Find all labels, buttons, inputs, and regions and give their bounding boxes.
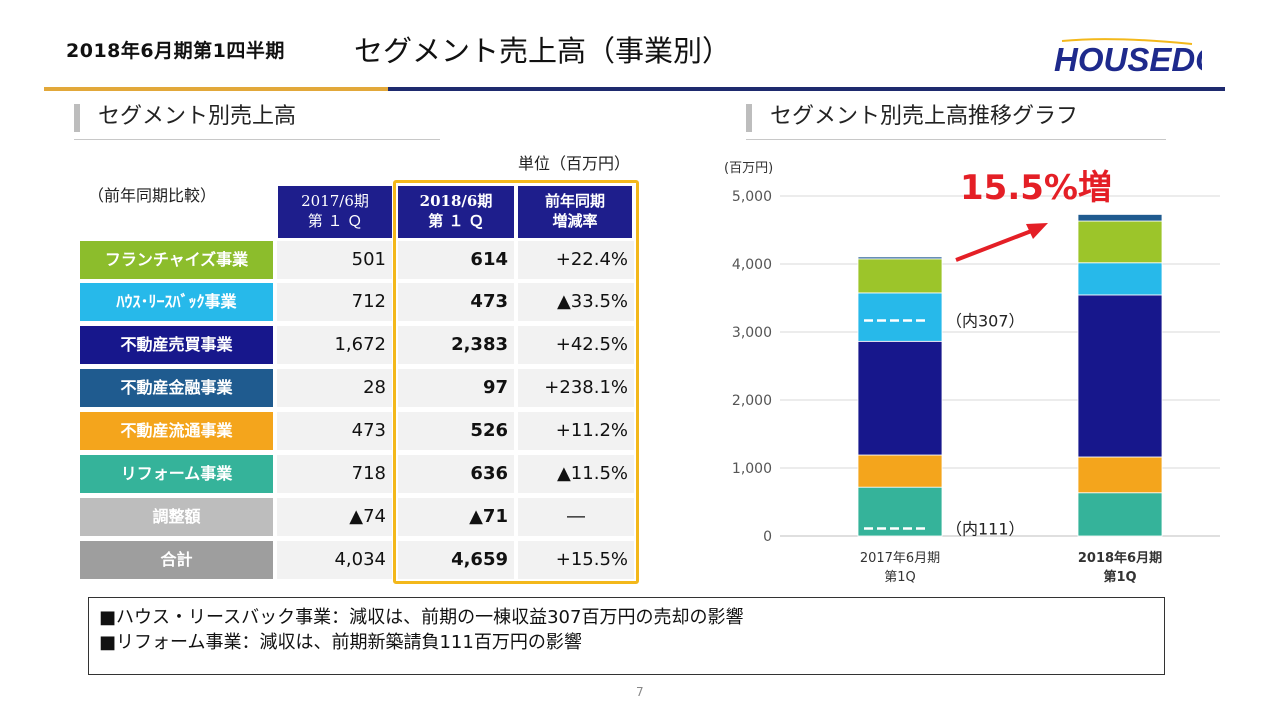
cell-prev: 718 [277,455,392,493]
y-tick-label: 1,000 [732,461,772,477]
bar-segment [857,340,943,456]
column-header-current-line2: 第 １ Ｑ [428,212,484,230]
header-rule-gold [44,87,388,91]
column-header-prev-line2: 第 １ Ｑ [307,212,363,230]
y-tick-label: 3,000 [732,325,772,341]
bar-segment [857,292,943,342]
cell-current: 2,383 [398,326,514,364]
annotation-label: （内111） [946,519,1025,538]
column-header-rate: 前年同期 増減率 [518,186,632,238]
table-row: ﾊｳｽ･ﾘｰｽﾊﾞｯｸ事業 712 473 ▲33.5% [80,283,640,323]
table-row: リフォーム事業 718 636 ▲11.5% [80,455,640,495]
x-tick-label: 第1Q [1103,569,1136,585]
notes-box: ■ハウス・リースバック事業：減収は、前期の一棟収益307百万円の売却の影響 ■リ… [88,597,1165,675]
annotation-label: （内307） [946,311,1025,330]
bar-segment [857,454,943,488]
header-rule-navy [388,87,1225,91]
table-row: フランチャイズ事業 501 614 +22.4% [80,241,640,281]
note-line: ■リフォーム事業：減収は、前期新築請負111百万円の影響 [99,632,582,653]
logo-wordmark: HOUSEDO [1054,41,1202,78]
bar-segment [1077,492,1163,537]
cell-prev: 4,034 [277,541,392,579]
segment-label: 調整額 [80,498,273,536]
housedo-logo: HOUSEDO [1054,38,1202,78]
cell-prev: 1,672 [277,326,392,364]
cell-current: 473 [398,283,514,321]
growth-arrow [955,228,1035,262]
column-header-current: 2018/6期 第 １ Ｑ [398,186,514,238]
cell-prev: 501 [277,241,392,279]
segment-label: 不動産売買事業 [80,326,273,364]
segment-label: フランチャイズ事業 [80,241,273,279]
page-number: 7 [636,685,644,699]
cell-current: 97 [398,369,514,407]
x-tick-label: 2018年6月期 [1078,550,1162,566]
y-tick-label: 2,000 [732,393,772,409]
unit-label: 単位（百万円） [518,154,631,173]
y-tick-label: 4,000 [732,257,772,273]
segment-table-heading: セグメント別売上高 [74,100,440,140]
cell-rate: +42.5% [518,326,634,364]
cell-current: 526 [398,412,514,450]
page-subtitle: セグメント売上高（事業別） [354,34,732,68]
page-title: 2018年6月期第1四半期 [66,40,285,62]
growth-arrowhead [1026,223,1048,239]
column-header-rate-line1: 前年同期 [544,192,605,210]
cell-rate: ▲33.5% [518,283,634,321]
cell-prev: 473 [277,412,392,450]
column-header-rate-line2: 増減率 [552,212,598,230]
bar-segment [857,256,943,260]
table-row: 不動産金融事業 28 97 +238.1% [80,369,640,409]
table-row-total: 合計 4,034 4,659 +15.5% [80,541,640,581]
stacked-bar-chart: (百万円)01,0002,0003,0004,0005,0002017年6月期第… [724,161,1220,585]
bar-segment [1077,262,1163,296]
cell-rate: +238.1% [518,369,634,407]
column-header-current-line1: 2018/6期 [419,192,493,210]
x-tick-label: 2017年6月期 [860,551,940,566]
segment-label: ﾊｳｽ･ﾘｰｽﾊﾞｯｸ事業 [80,283,273,321]
bar-segment [1077,456,1163,494]
cell-rate: +22.4% [518,241,634,279]
title-bar: 2018年6月期第1四半期 セグメント売上高（事業別） [44,24,1229,70]
chart-heading: セグメント別売上高推移グラフ [746,100,1166,140]
y-axis-label: (百万円) [724,161,773,176]
segment-label: リフォーム事業 [80,455,273,493]
y-tick-label: 0 [763,529,772,545]
cell-rate: +15.5% [518,541,634,579]
segment-label: 不動産流通事業 [80,412,273,450]
bar-segment [1077,294,1163,458]
column-header-prev-line1: 2017/6期 [301,192,369,210]
note-line: ■ハウス・リースバック事業：減収は、前期の一棟収益307百万円の売却の影響 [99,607,744,628]
x-tick-label: 第1Q [884,570,916,585]
compare-note: （前年同期比較） [88,186,217,205]
table-row: 調整額 ▲74 ▲71 ― [80,498,640,538]
cell-current: 614 [398,241,514,279]
current-period-highlight [393,180,639,584]
column-header-prev: 2017/6期 第 １ Ｑ [278,186,392,238]
cell-rate: ― [518,498,634,536]
bar-segment [1077,220,1163,264]
cell-current: 4,659 [398,541,514,579]
segment-label: 合計 [80,541,273,579]
cell-rate: +11.2% [518,412,634,450]
cell-current: 636 [398,455,514,493]
cell-rate: ▲11.5% [518,455,634,493]
bar-segment [1077,214,1163,222]
cell-prev: ▲74 [277,498,392,536]
table-row: 不動産売買事業 1,672 2,383 +42.5% [80,326,640,366]
y-tick-label: 5,000 [732,189,772,205]
segment-label: 不動産金融事業 [80,369,273,407]
growth-label: 15.5%増 [960,168,1112,208]
cell-current: ▲71 [398,498,514,536]
cell-prev: 712 [277,283,392,321]
cell-prev: 28 [277,369,392,407]
bar-segment [857,258,943,294]
table-row: 不動産流通事業 473 526 +11.2% [80,412,640,452]
